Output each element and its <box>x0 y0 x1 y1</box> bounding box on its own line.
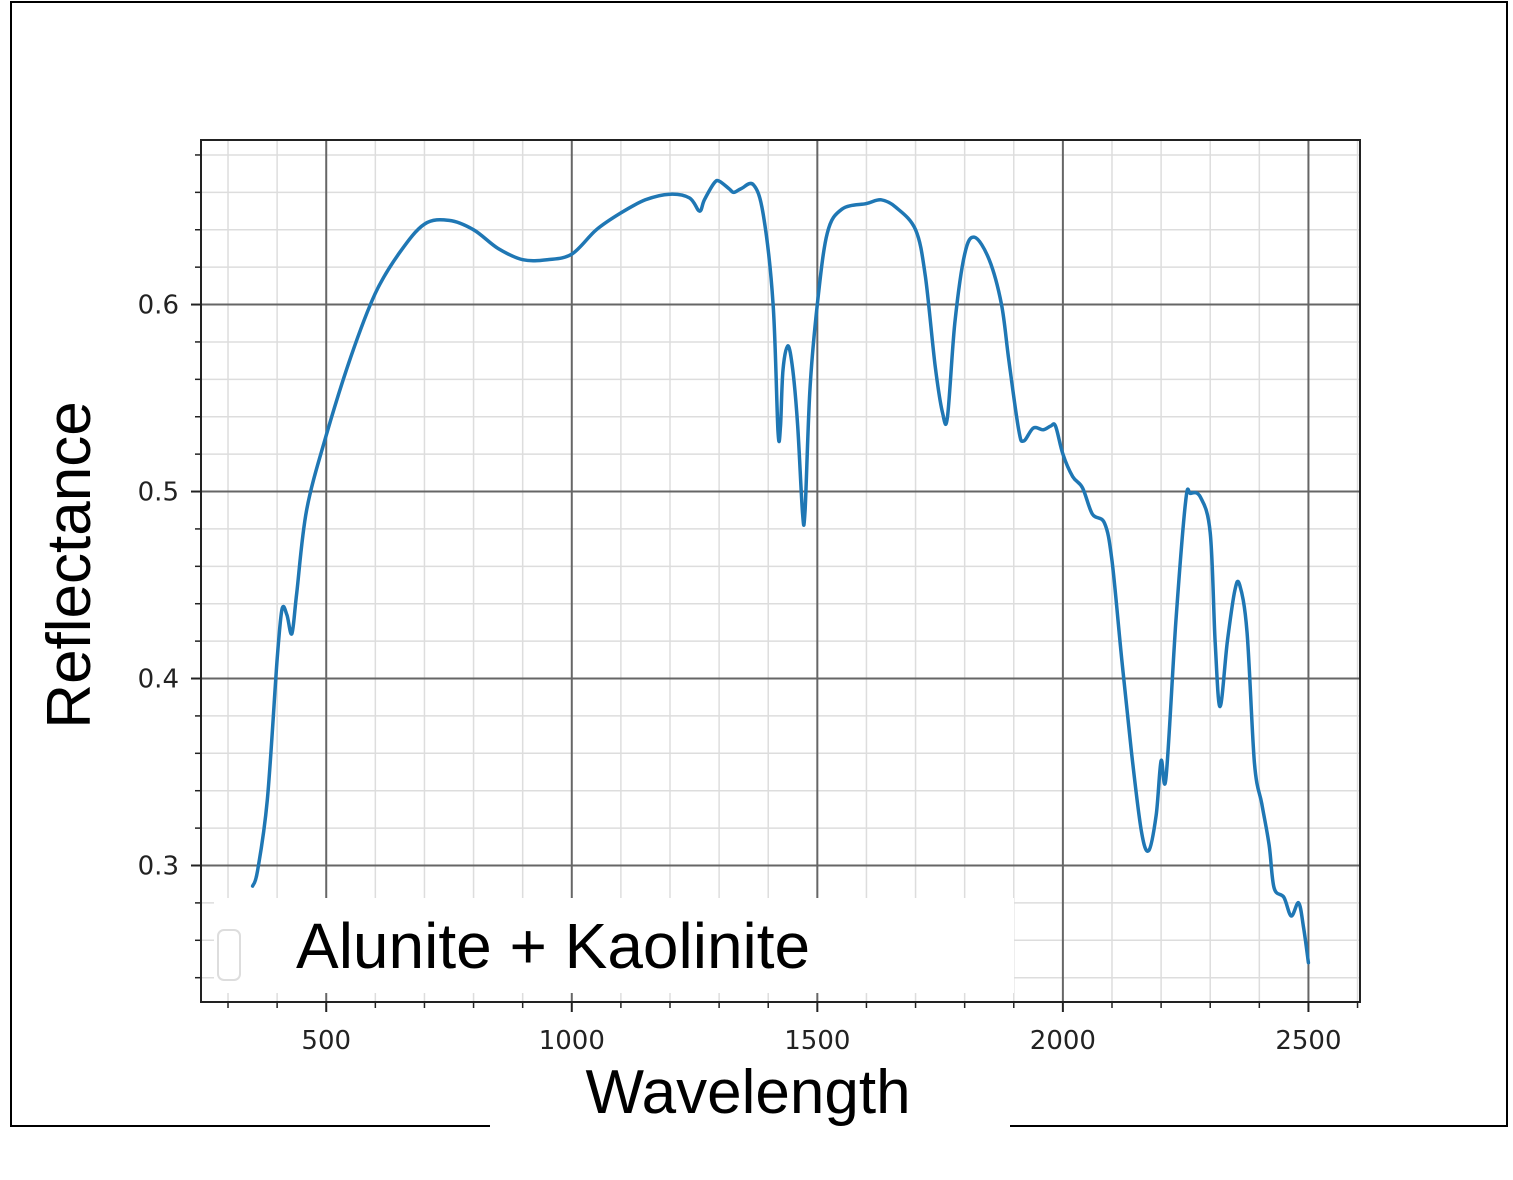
legend-handle <box>217 929 241 981</box>
x-label-background <box>490 1050 1010 1128</box>
plot-area-border <box>200 139 1361 1003</box>
legend: Alunite + Kaolinite <box>214 898 1014 993</box>
y-tick-label: 0.4 <box>138 665 179 695</box>
y-tick-labels: 0.3 0.4 0.5 0.6 <box>138 291 179 882</box>
x-tick-label: 2500 <box>1275 1026 1341 1056</box>
legend-label: Alunite + Kaolinite <box>296 910 810 982</box>
minor-gridlines <box>201 140 1360 1002</box>
y-tick-label: 0.5 <box>138 478 179 508</box>
x-tick-label: 500 <box>301 1026 351 1056</box>
series-line-alunite-kaolinite <box>250 178 1311 965</box>
x-axis-label: Wavelength <box>585 1058 910 1127</box>
y-tick-label: 0.3 <box>138 852 179 882</box>
legend-box <box>214 898 1014 993</box>
y-axis-label: Reflectance <box>35 401 104 728</box>
axis-ticks <box>191 154 1359 1012</box>
x-tick-label: 2000 <box>1030 1026 1096 1056</box>
y-tick-label: 0.6 <box>138 291 179 321</box>
major-gridlines <box>201 140 1360 1002</box>
